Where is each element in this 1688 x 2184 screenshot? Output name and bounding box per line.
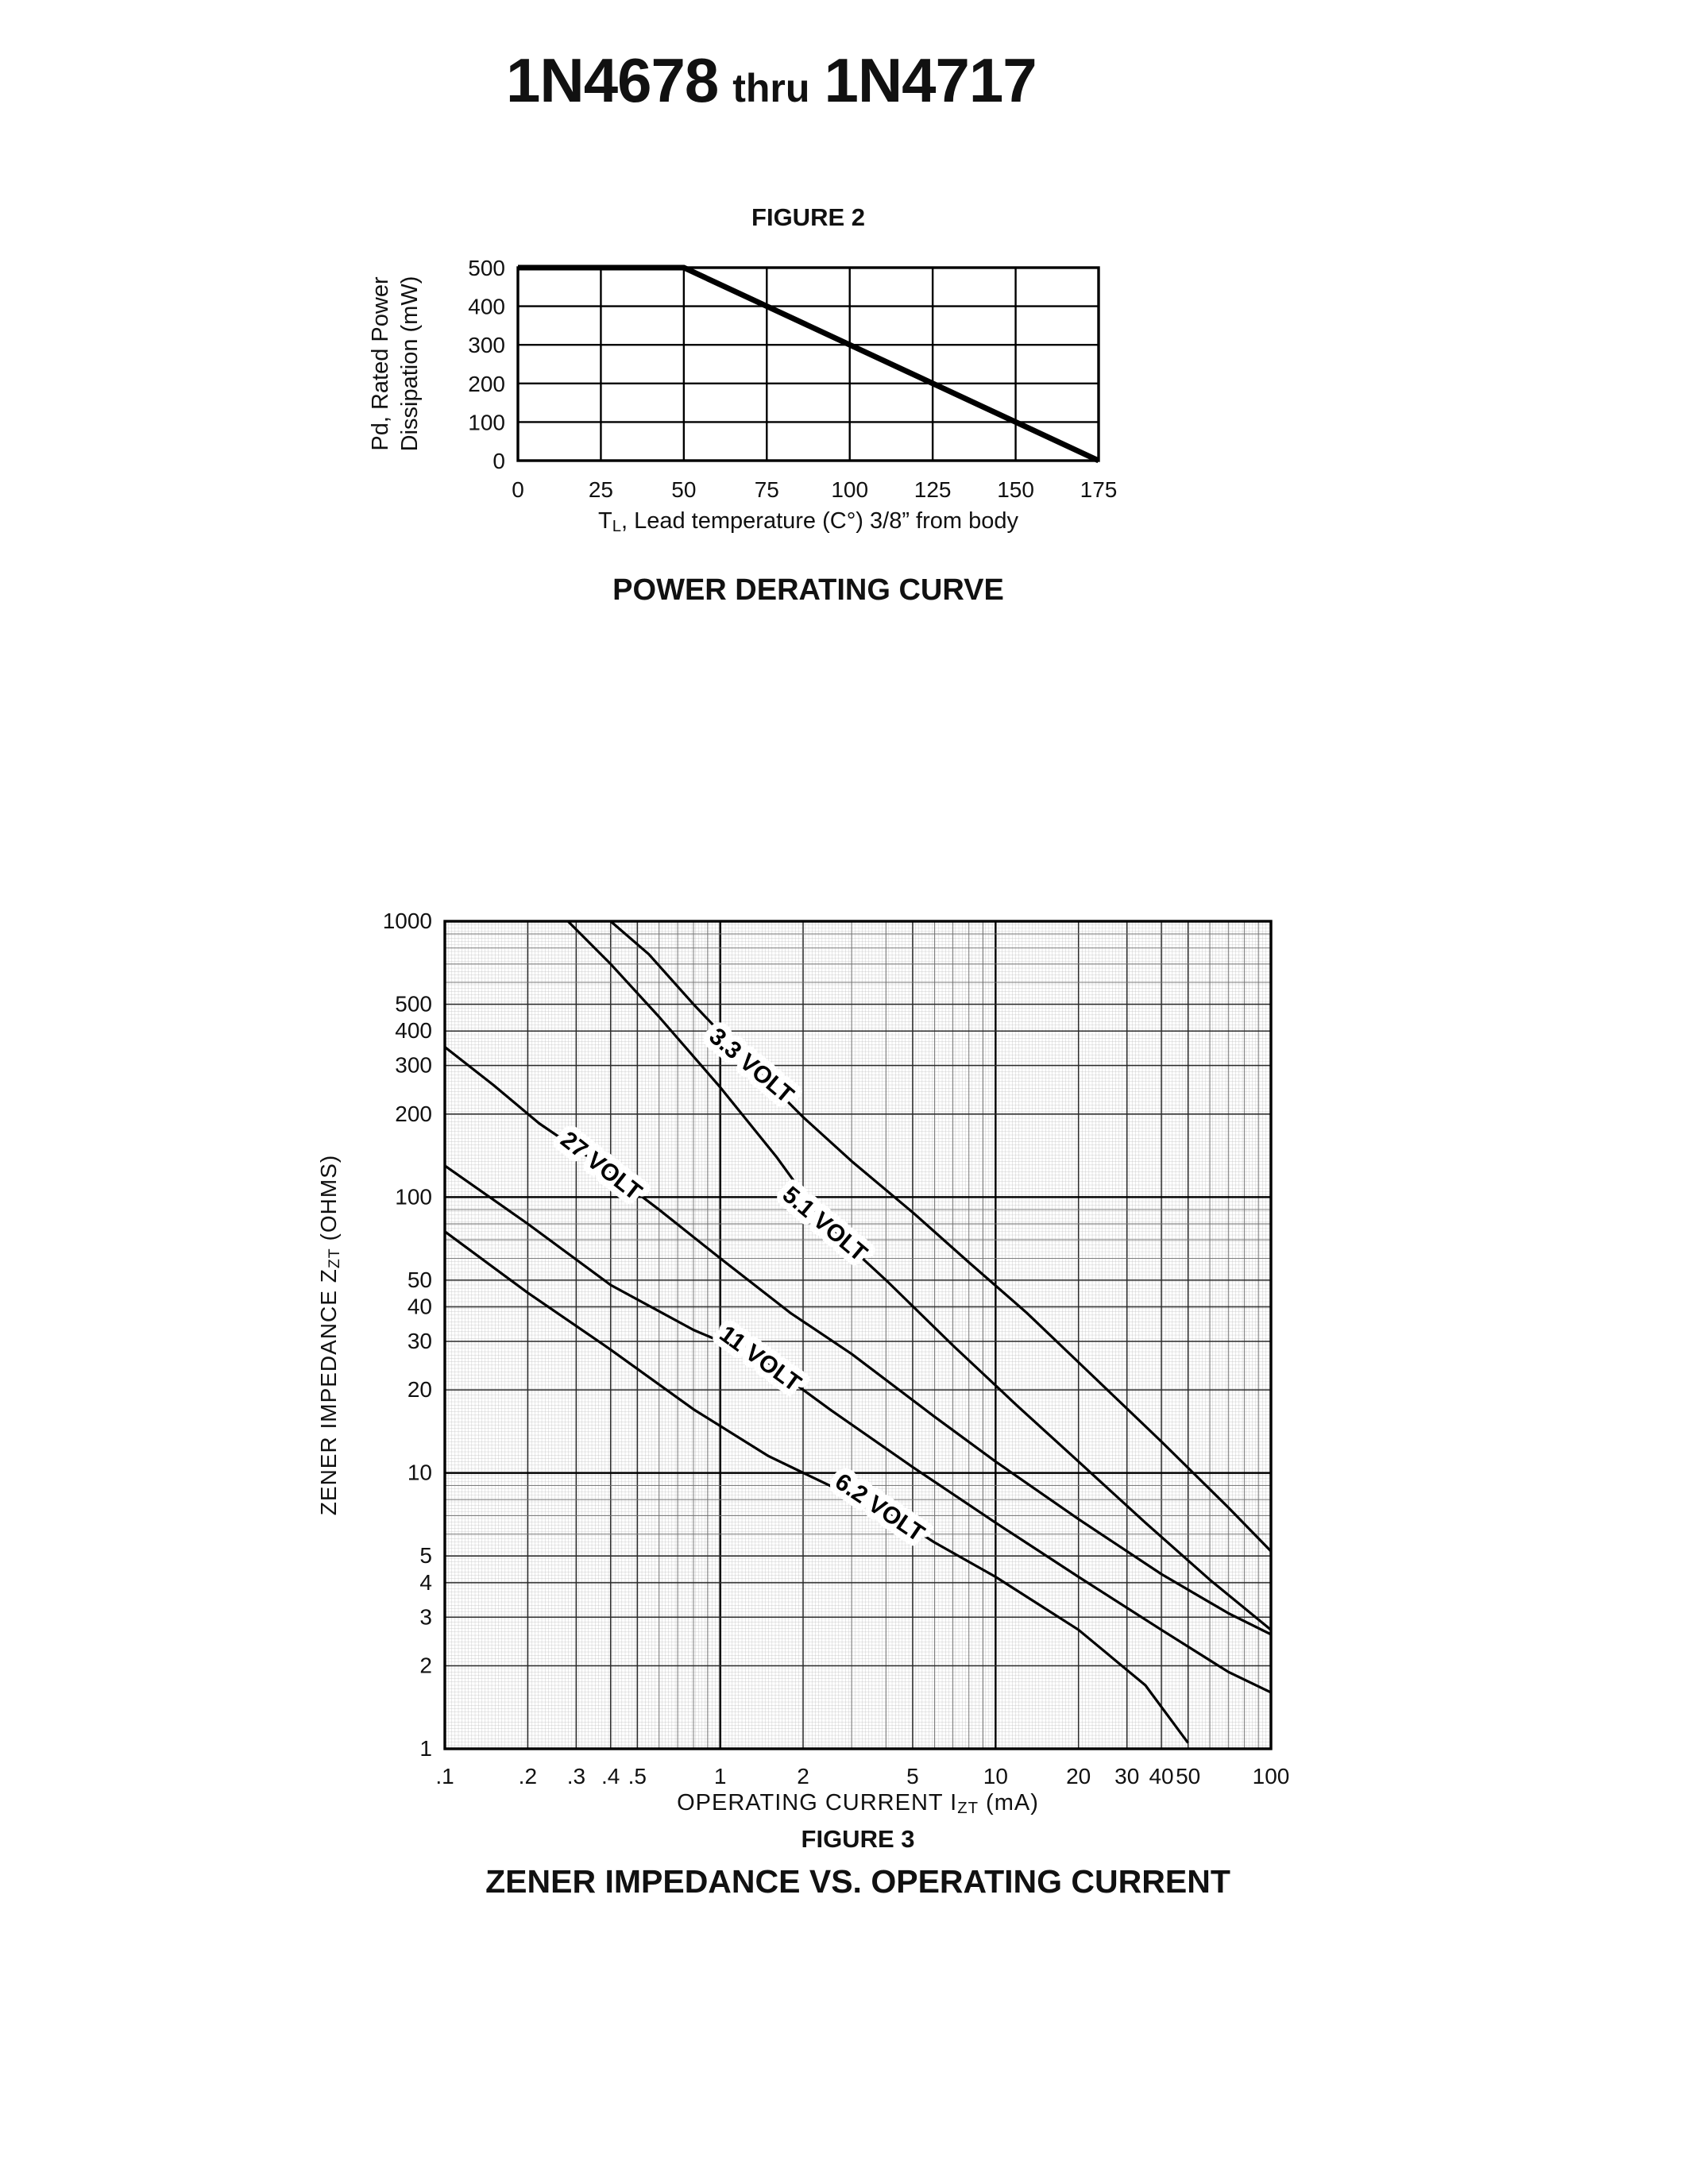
figure3-y-tick-label: 50 — [408, 1268, 432, 1292]
figure3-x-tick-label: 5 — [906, 1764, 919, 1788]
figure3-x-tick-label: .4 — [601, 1764, 620, 1788]
curve-6-2-volt — [444, 1230, 1189, 1744]
figure3-y-tick-label: 4 — [419, 1570, 432, 1595]
figure3-x-tick-label: 20 — [1066, 1764, 1091, 1788]
figure3-x-tick-label: 50 — [1176, 1764, 1200, 1788]
figure3-heading: FIGURE 3 — [801, 1825, 915, 1853]
figure2-y-tick-label: 200 — [468, 372, 505, 396]
figure3-caption: ZENER IMPEDANCE VS. OPERATING CURRENT — [485, 1863, 1230, 1900]
page-title: 1N4678 thru 1N4717 — [506, 44, 1037, 117]
figure2-y-axis-label-line1: Pd, Rated Power — [368, 276, 393, 451]
figure3-fine-grid-texture — [445, 921, 1271, 1749]
figure3-plot: 1000500400300200100504030201054321.1.2.3… — [383, 909, 1290, 1788]
figure2-x-tick-label: 75 — [755, 477, 779, 502]
figure3-zener-impedance-chart: 1000500400300200100504030201054321.1.2.3… — [383, 909, 1290, 1788]
figure3-plot-border — [443, 920, 1273, 1750]
figure2-x-axis-label-post: , Lead temperature (C°) 3/8” from body — [621, 508, 1018, 534]
figure2-plot-border — [516, 266, 1100, 462]
figure3-y-tick-label: 1000 — [383, 909, 432, 933]
figure3-x-axis-label-subscript: ZT — [957, 1800, 979, 1818]
figure3-x-tick-label: .2 — [519, 1764, 537, 1788]
figure3-y-tick-label: 300 — [395, 1053, 432, 1078]
figure2-x-tick-label: 125 — [914, 477, 952, 502]
figure2-x-tick-label: 150 — [997, 477, 1034, 502]
figure3-y-tick-label: 1 — [419, 1736, 432, 1761]
figure2-grid — [516, 266, 1100, 462]
curve-5-1-volt — [566, 920, 1273, 1631]
figure3-x-tick-label: .1 — [435, 1764, 454, 1788]
figure3-y-axis-label: ZENER IMPEDANCE ZZT (OHMS) — [316, 1154, 344, 1516]
figure3-y-axis-label-subscript: ZT — [326, 1248, 344, 1269]
figure3-y-tick-label: 2 — [419, 1653, 432, 1677]
figure2-x-tick-label: 25 — [589, 477, 613, 502]
power-derating-line — [518, 264, 1100, 464]
figure3-y-tick-label: 30 — [408, 1329, 432, 1353]
figure3-x-tick-label: 40 — [1149, 1764, 1173, 1788]
figure3-x-axis-label-post: (mA) — [978, 1790, 1039, 1815]
figure3-x-tick-label: 100 — [1253, 1764, 1290, 1788]
figure2-x-axis-label-pre: T — [598, 508, 612, 534]
figure3-log-grid — [443, 920, 1273, 1750]
figure3-x-tick-label: 10 — [983, 1764, 1008, 1788]
figure2-y-tick-label: 500 — [468, 260, 505, 280]
figure2-x-tick-label: 100 — [831, 477, 868, 502]
curve-3-3-volt — [609, 920, 1273, 1553]
figure2-y-tick-label: 0 — [492, 449, 505, 473]
figure3-x-tick-label: .3 — [567, 1764, 585, 1788]
figure2-caption: POWER DERATING CURVE — [612, 573, 1004, 607]
figure3-y-tick-label: 400 — [395, 1018, 432, 1043]
figure3-y-axis-label-pre: ZENER IMPEDANCE Z — [316, 1268, 341, 1516]
title-part-number-end: 1N4717 — [824, 45, 1037, 115]
figure3-y-axis-label-post: (OHMS) — [316, 1154, 341, 1248]
figure3-x-tick-label: 30 — [1114, 1764, 1139, 1788]
figure2-x-tick-label: 0 — [512, 477, 524, 502]
figure2-y-tick-label: 300 — [468, 333, 505, 357]
title-thru: thru — [732, 66, 810, 110]
title-part-number-start: 1N4678 — [506, 45, 719, 115]
figure3-x-axis-label-pre: OPERATING CURRENT I — [677, 1790, 958, 1815]
figure2-power-derating-chart: 0 100 200 300 400 500 0 25 50 75 100 125 150 175 — [468, 260, 1117, 502]
curve-11-volt — [444, 1164, 1272, 1694]
figure2-x-tick-label: 50 — [671, 477, 696, 502]
figure2-x-axis-label-subscript: L — [612, 518, 621, 536]
figure3-y-tick-label: 500 — [395, 992, 432, 1017]
figure3-y-tick-label: 5 — [419, 1543, 432, 1568]
figure3-x-tick-label: 2 — [797, 1764, 809, 1788]
figure2-heading: FIGURE 2 — [751, 203, 865, 231]
curve-27-volt — [444, 1046, 1272, 1636]
figure3-y-tick-label: 20 — [408, 1377, 432, 1402]
figure3-y-tick-label: 3 — [419, 1604, 432, 1629]
figure2-y-tick-label: 400 — [468, 295, 505, 319]
figure3-x-tick-label: .5 — [628, 1764, 647, 1788]
figure2-plot: 0 100 200 300 400 500 0 25 50 75 100 125 150 175 — [468, 260, 1117, 502]
figure2-x-axis-label: TL, Lead temperature (C°) 3/8” from body — [518, 508, 1099, 536]
figure3-curves — [444, 920, 1273, 1744]
figure3-x-axis-label: OPERATING CURRENT IZT (mA) — [445, 1790, 1271, 1818]
figure2-y-tick-label: 100 — [468, 410, 505, 434]
figure2-x-tick-label: 175 — [1080, 477, 1118, 502]
figure3-y-tick-label: 10 — [408, 1461, 432, 1485]
figure3-y-tick-label: 40 — [408, 1295, 432, 1319]
figure3-y-tick-label: 200 — [395, 1102, 432, 1126]
figure3-y-tick-label: 100 — [395, 1184, 432, 1209]
figure3-x-tick-label: 1 — [714, 1764, 727, 1788]
